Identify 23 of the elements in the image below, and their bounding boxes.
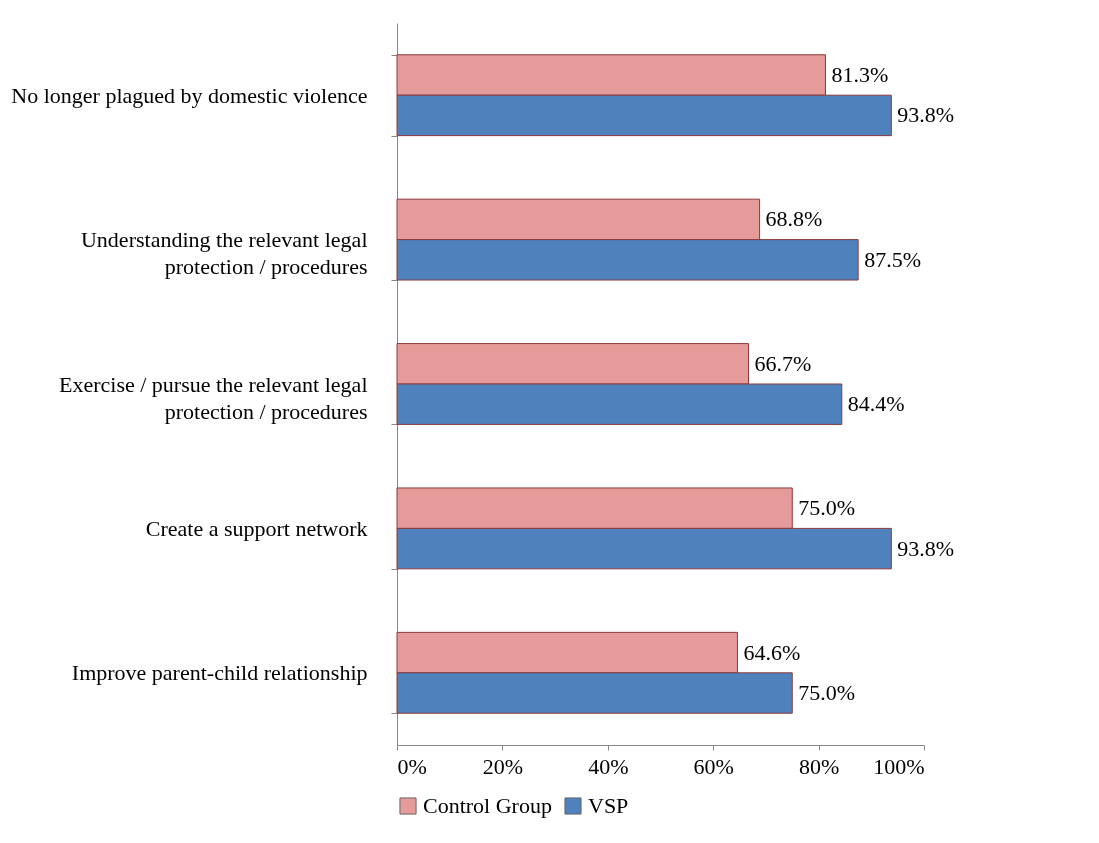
data-label: 68.8%: [765, 206, 823, 232]
y-tick-label: Understanding the relevant legal protection / procedures: [80, 227, 368, 280]
y-tick-label: Exercise / pursue the relevant legal protection / procedures: [59, 371, 368, 424]
x-tick-label: 80%: [798, 753, 840, 779]
x-tick-label: 100%: [873, 753, 925, 779]
x-tick-label: 20%: [482, 753, 524, 779]
data-label: 64.6%: [743, 639, 801, 665]
y-tick-label: No longer plagued by domestic violence: [11, 82, 368, 108]
x-tick-label: 60%: [693, 753, 734, 779]
data-label: 93.8%: [897, 535, 955, 561]
data-label: 81.3%: [831, 61, 889, 87]
y-tick-label: Create a support network: [145, 515, 368, 541]
data-label: 84.4%: [847, 391, 905, 417]
x-tick-label: 0%: [397, 753, 427, 779]
x-tick-label: 40%: [588, 753, 629, 779]
data-label: 66.7%: [754, 350, 812, 376]
legend-label: Control Group: [423, 793, 552, 818]
data-label: 87.5%: [864, 246, 921, 272]
data-label: 93.8%: [897, 102, 955, 128]
legend-label: VSP: [588, 793, 629, 818]
y-tick-label: Improve parent-child relationship: [71, 660, 368, 686]
data-label: 75.0%: [798, 680, 856, 706]
data-label: 75.0%: [798, 495, 856, 521]
